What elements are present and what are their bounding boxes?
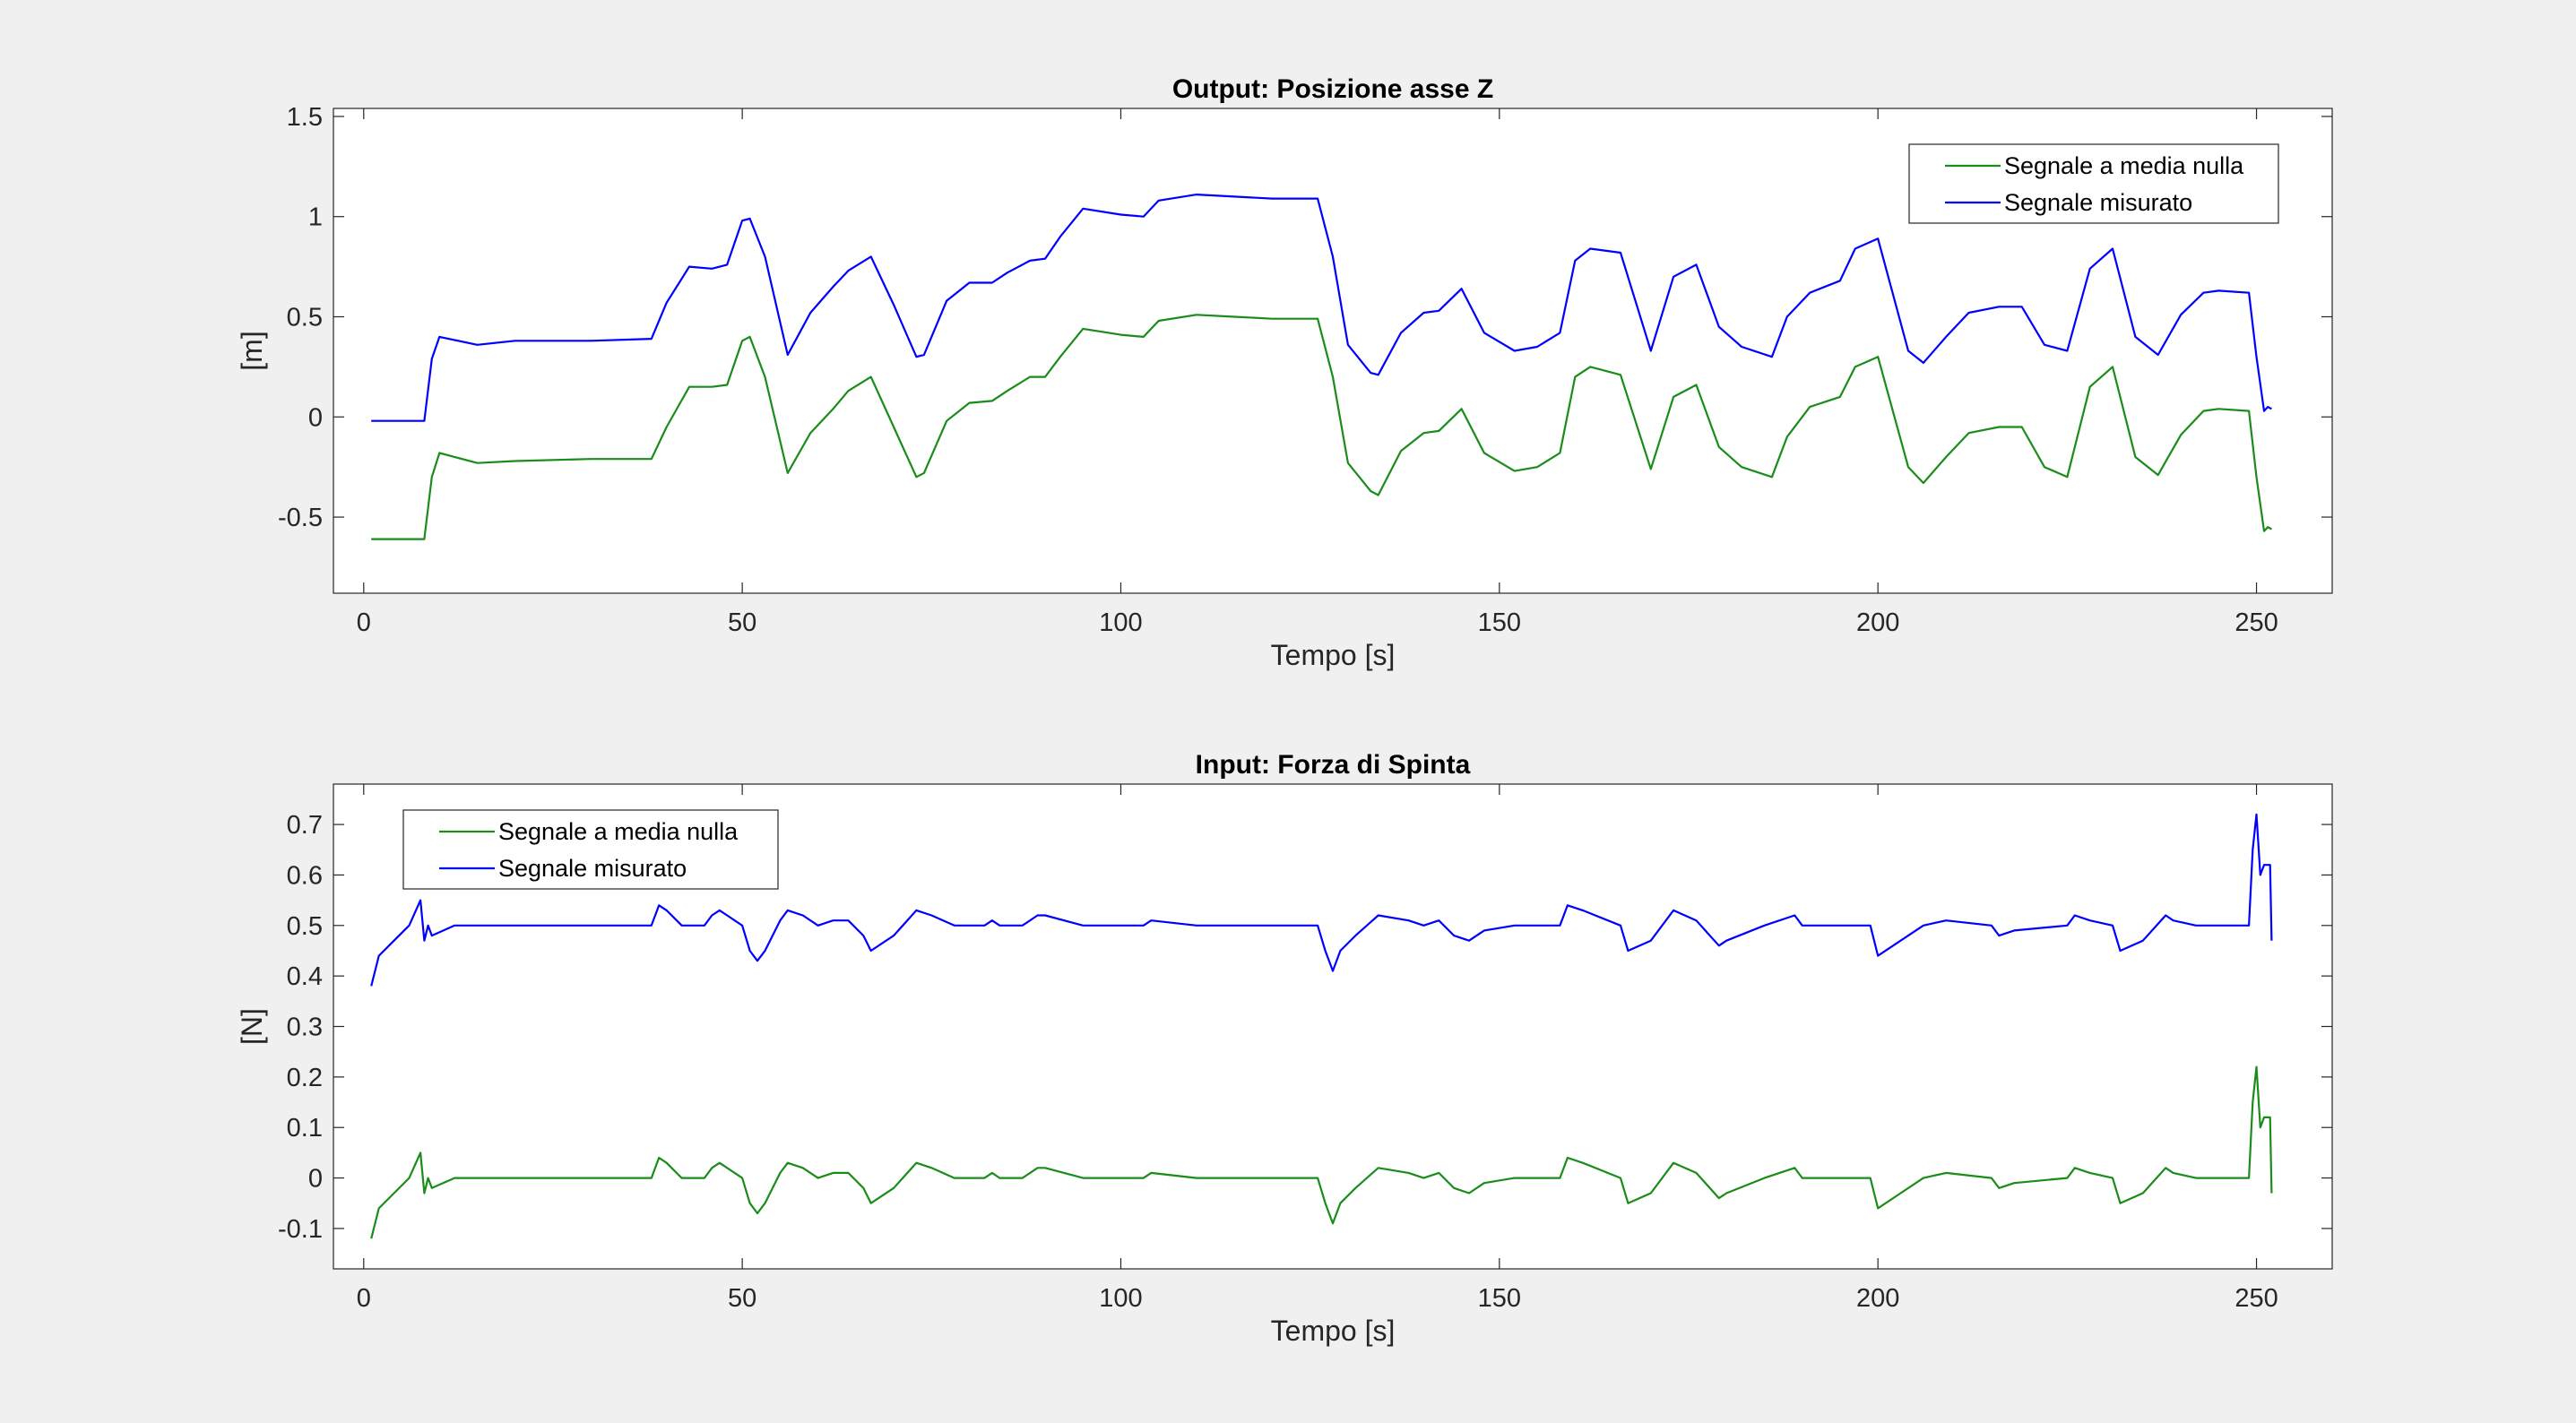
series-line-2 bbox=[371, 194, 2272, 422]
y-tick-label: 0.5 bbox=[287, 912, 323, 941]
x-tick-label: 250 bbox=[2235, 1284, 2278, 1313]
x-axis-label: Tempo [s] bbox=[1271, 639, 1396, 671]
axes-box bbox=[333, 108, 2333, 594]
y-tick-label: 0.6 bbox=[287, 861, 323, 890]
y-tick-label: 0 bbox=[308, 1165, 323, 1194]
y-axis-label: [N] bbox=[236, 1008, 268, 1045]
legend-box bbox=[1908, 143, 2279, 224]
chart-2: 0 50 100 150 200 250 -0.1 0 0.1 0.2 0.3 0.4 0.5 0.6 0.… bbox=[236, 750, 2333, 1347]
legend-box bbox=[402, 809, 779, 890]
legend-label: Segnale a media nulla bbox=[498, 818, 739, 845]
y-tick-label: 0.7 bbox=[287, 811, 323, 840]
x-tick-label: 200 bbox=[1856, 608, 1899, 637]
x-tick-label: 50 bbox=[728, 1284, 756, 1313]
y-tick-label: -0.1 bbox=[278, 1215, 323, 1244]
y-axis-label: [m] bbox=[236, 331, 268, 370]
legend: Segnale a media nulla Segnale misurato bbox=[1908, 143, 2279, 224]
series-group bbox=[370, 813, 2273, 1239]
series-line-1 bbox=[370, 1065, 2273, 1239]
legend-label: Segnale misurato bbox=[2004, 189, 2192, 216]
y-tick-label: 1.5 bbox=[287, 103, 323, 132]
series-line-1 bbox=[371, 314, 2272, 540]
y-tick-label: 0.1 bbox=[287, 1114, 323, 1143]
y-tick-label: 1 bbox=[308, 203, 323, 232]
chart-title: Output: Posizione asse Z bbox=[1172, 74, 1493, 104]
y-tick-label: 0.4 bbox=[287, 962, 323, 991]
chart-1: 0 50 100 150 200 250 -0.5 0 0.5 1 1.5 Output: Posiz… bbox=[236, 74, 2333, 671]
legend-label: Segnale a media nulla bbox=[2004, 152, 2244, 179]
x-tick-label: 250 bbox=[2235, 608, 2278, 637]
legend-label: Segnale misurato bbox=[498, 855, 687, 882]
x-tick-label: 150 bbox=[1478, 608, 1521, 637]
y-tick-label: -0.5 bbox=[278, 504, 323, 532]
x-tick-label: 100 bbox=[1099, 608, 1142, 637]
y-tick-label: 0.2 bbox=[287, 1064, 323, 1092]
series-group bbox=[371, 194, 2272, 540]
x-tick-label: 0 bbox=[357, 1284, 371, 1313]
x-tick-label: 200 bbox=[1856, 1284, 1899, 1313]
y-tick-label: 0.3 bbox=[287, 1013, 323, 1042]
series-line-2 bbox=[370, 813, 2273, 987]
chart-title: Input: Forza di Spinta bbox=[1196, 750, 1471, 780]
x-axis-label: Tempo [s] bbox=[1271, 1315, 1396, 1347]
y-tick-label: 0.5 bbox=[287, 303, 323, 332]
x-tick-label: 150 bbox=[1478, 1284, 1521, 1313]
x-tick-label: 0 bbox=[357, 608, 371, 637]
y-tick-label: 0 bbox=[308, 403, 323, 432]
x-tick-label: 50 bbox=[728, 608, 756, 637]
x-tick-label: 100 bbox=[1099, 1284, 1142, 1313]
legend: Segnale a media nulla Segnale misurato bbox=[402, 809, 779, 890]
